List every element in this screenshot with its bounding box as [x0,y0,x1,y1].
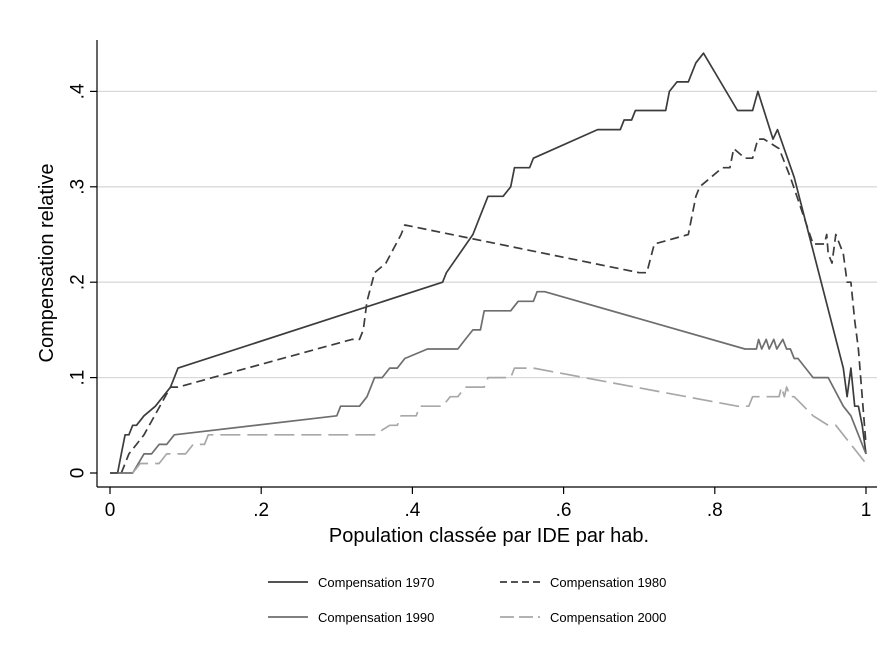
y-tick-label: .4 [68,83,89,99]
x-tick-label: .4 [404,500,420,521]
series-line-compensation-1990 [117,290,867,474]
x-tick-label: 1 [861,500,872,521]
x-tick-label: 0 [105,500,116,521]
y-tick-label: .1 [68,370,89,386]
x-tick-label: .6 [556,500,572,521]
x-axis-title: Population classée par IDE par hab. [329,525,649,547]
x-tick-label: .8 [707,500,723,521]
series-lines [110,52,867,474]
series-line-compensation-1980 [120,138,867,474]
legend-label: Compensation 1990 [318,610,434,625]
x-tick-label: .2 [253,500,269,521]
y-tick-label: 0 [68,468,89,479]
y-tick-label: .3 [68,179,89,195]
legend-label: Compensation 2000 [550,610,666,625]
y-tick-label: .2 [68,274,89,290]
legend: Compensation 1970 Compensation 1980 Compen… [268,575,666,625]
gridlines [97,90,877,379]
series-line-compensation-2000 [132,367,867,474]
legend-label: Compensation 1970 [318,575,434,590]
y-axis-title: Compensation relative [36,164,58,363]
axis-ticks: 0 .1 .2 .3 .4 0 .2 .4 .6 .8 1 [68,83,872,521]
axes [96,40,877,488]
legend-label: Compensation 1980 [550,575,666,590]
series-line-compensation-1970 [110,52,867,474]
